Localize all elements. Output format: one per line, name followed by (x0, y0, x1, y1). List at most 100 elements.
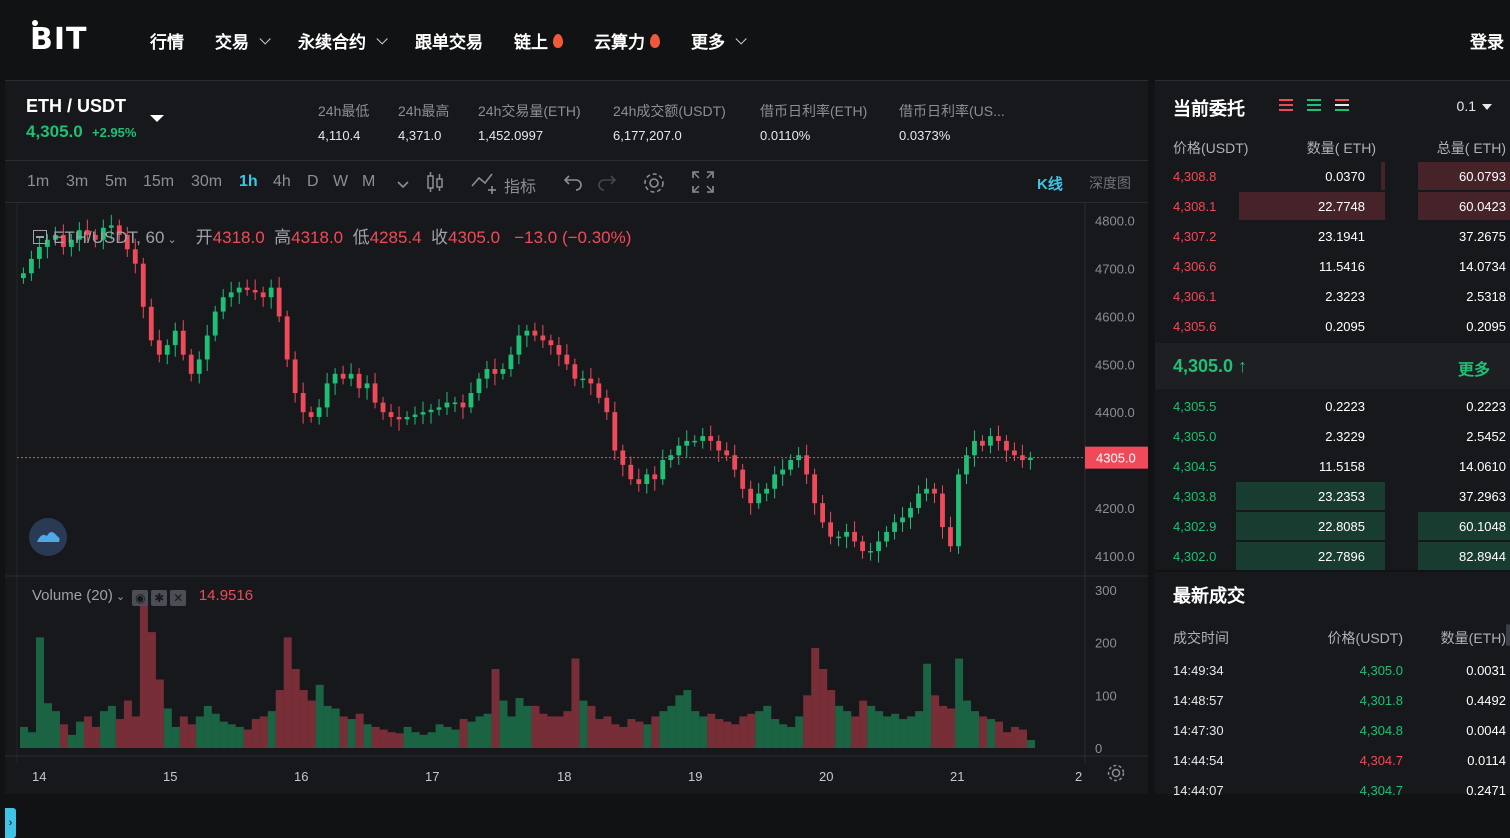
timeframe-W[interactable]: W (333, 173, 349, 190)
nav-item-5[interactable]: 云算力 (594, 28, 660, 53)
timeframe-1m[interactable]: 1m (27, 173, 50, 190)
candle-body (908, 507, 913, 518)
ask-row[interactable]: 4,306.6 11.5416 14.0734 (1155, 251, 1510, 281)
stat-label: 24h最低 (318, 103, 370, 119)
price-axis-label: 4600.0 (1095, 309, 1135, 324)
volume-label[interactable]: Volume (20) (32, 587, 113, 604)
timeframe-D[interactable]: D (307, 173, 319, 190)
redo-icon[interactable] (597, 170, 617, 197)
indicator-icon[interactable] (470, 170, 498, 199)
close-icon[interactable]: ✕ (170, 590, 187, 606)
candle-body (188, 354, 194, 374)
candle-body (844, 531, 849, 537)
expand-panel-handle[interactable]: › (5, 808, 16, 838)
candle-body (780, 469, 786, 475)
candle-body (916, 493, 921, 508)
nav-item-1[interactable]: 交易 (215, 28, 271, 53)
more-button[interactable]: 更多 (1457, 362, 1490, 379)
volume-bar (811, 647, 820, 748)
order-qty: 11.5158 (1318, 459, 1365, 474)
collapse-icon[interactable] (33, 230, 47, 244)
caret-down-icon[interactable] (150, 115, 164, 122)
chart-area[interactable]: 4800.04700.04600.04500.04400.04300.04200… (5, 203, 1148, 838)
time-axis-label: 16 (294, 769, 308, 784)
candle-type-icon[interactable] (425, 170, 445, 199)
high-label: 高 (274, 228, 292, 247)
volume-bar (499, 700, 508, 748)
timeframe-5m[interactable]: 5m (105, 173, 128, 190)
mid-price-row: 4,305.0 ↑ 更多 (1155, 343, 1510, 389)
candle-body (812, 474, 818, 504)
scrollbar[interactable] (1506, 624, 1510, 646)
candle-body (332, 373, 338, 384)
depth-chart-tab[interactable]: 深度图 (1089, 175, 1131, 191)
candle-body (652, 474, 658, 480)
bid-row[interactable]: 4,305.5 0.2223 0.2223 (1155, 391, 1510, 421)
settings-icon[interactable]: ✱ (151, 590, 168, 606)
total-depth-bar (1417, 512, 1510, 540)
volume-bar (179, 716, 188, 748)
candle-body (300, 393, 306, 413)
volume-bar (275, 690, 284, 748)
bid-row[interactable]: 4,303.8 23.2353 37.2963 (1155, 481, 1510, 511)
ask-row[interactable]: 4,307.2 23.1941 37.2675 (1155, 221, 1510, 251)
ask-row[interactable]: 4,308.8 0.0370 60.0793 (1155, 161, 1510, 191)
timeframe-4h[interactable]: 4h (273, 173, 291, 190)
volume-bar (107, 705, 116, 748)
stat-value: 1,452.0997 (478, 128, 544, 143)
ask-row[interactable]: 4,306.1 2.3223 2.5318 (1155, 281, 1510, 311)
login-button[interactable]: 登录 (1470, 33, 1504, 52)
nav-item-3[interactable]: 跟单交易 (415, 28, 483, 53)
undo-icon[interactable] (563, 170, 583, 197)
chevron-down-icon[interactable] (397, 174, 409, 195)
order-qty: 2.3223 (1325, 289, 1365, 304)
candle-body (308, 412, 314, 417)
settings-gear-icon[interactable] (641, 170, 667, 201)
logo[interactable]: BIT (30, 20, 88, 57)
candle-body (404, 416, 410, 420)
qty-depth-bar (1235, 512, 1385, 540)
candle-body (876, 541, 881, 552)
volume-bar (99, 711, 108, 748)
tradingview-logo[interactable] (29, 518, 67, 556)
timeframe-1h[interactable]: 1h (239, 173, 258, 190)
bid-row[interactable]: 4,302.0 22.7896 82.8944 (1155, 541, 1510, 571)
candle-body (588, 378, 594, 384)
order-total: 14.0610 (1459, 459, 1506, 474)
order-qty: 22.7748 (1318, 199, 1365, 214)
order-total: 14.0734 (1459, 259, 1506, 274)
nav-item-2[interactable]: 永续合约 (298, 28, 388, 53)
nav-item-6[interactable]: 更多 (691, 28, 747, 53)
nav-item-4[interactable]: 链上 (514, 28, 563, 53)
indicators-button[interactable]: 指标 (504, 179, 537, 196)
order-price: 4,308.1 (1173, 199, 1217, 214)
volume-bar (803, 695, 812, 748)
ask-row[interactable]: 4,308.1 22.7748 60.0423 (1155, 191, 1510, 221)
open-value: 4318.0 (212, 228, 265, 247)
fullscreen-icon[interactable] (691, 170, 715, 199)
asks-only-icon[interactable] (1335, 99, 1349, 111)
candlestick-chart[interactable]: 4800.04700.04600.04500.04400.04300.04200… (5, 203, 1148, 795)
bid-row[interactable]: 4,304.5 11.5158 14.0610 (1155, 451, 1510, 481)
depth-select[interactable]: 0.1 (1457, 98, 1492, 114)
order-price: 4,306.1 (1173, 289, 1217, 304)
bids-only-icon[interactable] (1307, 99, 1321, 111)
trade-time: 14:49:34 (1173, 663, 1224, 678)
candle-body (892, 522, 897, 532)
both-sides-icon[interactable] (1279, 99, 1293, 111)
timeframe-15m[interactable]: 15m (143, 173, 175, 190)
chart-settings-icon[interactable] (1106, 763, 1126, 788)
legend-symbol[interactable]: ETH/USDT, 60 (53, 228, 165, 247)
bid-row[interactable]: 4,302.9 22.8085 60.1048 (1155, 511, 1510, 541)
volume-bar (523, 705, 532, 748)
bid-row[interactable]: 4,305.0 2.3229 2.5452 (1155, 421, 1510, 451)
timeframe-30m[interactable]: 30m (191, 173, 223, 190)
timeframe-3m[interactable]: 3m (66, 173, 89, 190)
ask-row[interactable]: 4,305.6 0.2095 0.2095 (1155, 311, 1510, 341)
timeframe-M[interactable]: M (362, 173, 376, 190)
pair-selector[interactable]: ETH / USDT (26, 96, 127, 116)
eye-icon[interactable]: ◉ (132, 590, 149, 606)
nav-item-0[interactable]: 行情 (150, 28, 184, 53)
kline-tab[interactable]: K线 (1037, 176, 1063, 193)
volume-bar (1027, 740, 1035, 748)
